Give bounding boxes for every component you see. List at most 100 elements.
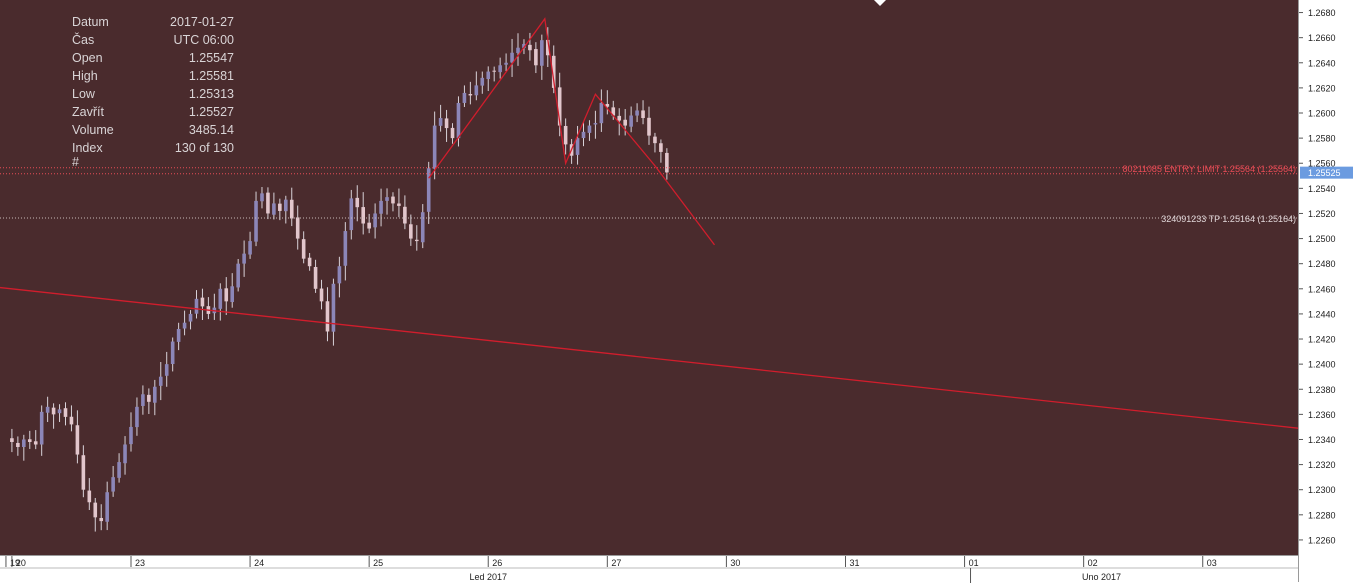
candle-body	[283, 199, 288, 212]
price-chart[interactable]: 80211085 ENTRY LIMIT 1.25564 (1.25564) 32…	[0, 0, 1298, 555]
candle	[462, 85, 467, 108]
candle-body	[432, 125, 437, 169]
candle-body	[438, 118, 443, 126]
candle	[182, 310, 187, 336]
candle	[438, 104, 443, 132]
entry-limit-label: 80211085 ENTRY LIMIT 1.25564 (1.25564)	[1123, 164, 1296, 174]
candle-body	[176, 328, 181, 342]
candle-body	[242, 253, 246, 264]
candle	[283, 195, 288, 224]
candle-body	[188, 313, 193, 322]
candle	[587, 120, 592, 141]
candle-body	[659, 143, 663, 152]
candle	[343, 222, 348, 281]
y-tick-label: 1.2400	[1308, 360, 1336, 370]
candle-body	[510, 52, 514, 63]
candle	[224, 277, 229, 315]
candle-body	[605, 104, 610, 107]
candle-body	[534, 49, 538, 66]
candle	[206, 297, 211, 320]
candle-body	[135, 406, 139, 428]
candle	[397, 188, 401, 218]
candle	[27, 430, 32, 449]
candle-body	[278, 203, 282, 211]
month-label: Led 2017	[469, 572, 507, 582]
candle	[331, 278, 336, 346]
candle-body	[456, 102, 461, 139]
candle-body	[33, 441, 38, 445]
candle	[599, 89, 604, 132]
candle	[623, 109, 627, 136]
candle-body	[629, 115, 633, 127]
candle	[444, 109, 449, 142]
y-tick-label: 1.2520	[1308, 209, 1336, 219]
candle	[545, 27, 550, 68]
y-tick-label: 1.2340	[1308, 435, 1336, 445]
info-key: Volume	[72, 123, 114, 137]
candle-body	[248, 241, 252, 255]
candle	[194, 290, 199, 319]
y-tick-label: 1.2440	[1308, 309, 1336, 319]
current-price-label: 1.25525	[1308, 168, 1341, 178]
candle-body	[27, 439, 32, 442]
time-axis[interactable]: 19 20 23 24 25 26 27 30 31 01 02 03 Led 2017 Uno 2017	[0, 555, 1298, 583]
candle-body	[295, 217, 300, 239]
price-chart-area[interactable]: 80211085 ENTRY LIMIT 1.25564 (1.25564) 32…	[0, 0, 1298, 555]
y-tick-label: 1.2480	[1308, 259, 1336, 269]
candle	[33, 430, 38, 450]
info-value: 1.25313	[188, 87, 234, 101]
candle-body	[272, 203, 276, 215]
candle-body	[301, 239, 306, 259]
candle-body	[39, 411, 44, 445]
candle-body	[623, 119, 627, 126]
candle-body	[528, 44, 532, 51]
candle	[414, 225, 419, 251]
candle	[403, 195, 407, 230]
y-tick-label: 1.2320	[1308, 460, 1336, 470]
candle	[99, 504, 104, 531]
candle-body	[468, 94, 473, 96]
candle-body	[385, 197, 389, 201]
candle	[653, 132, 657, 153]
candle	[617, 108, 622, 136]
candle-body	[403, 206, 407, 224]
candle-body	[69, 416, 74, 425]
info-value: 1.25527	[188, 105, 234, 119]
candle-body	[397, 203, 401, 206]
candle	[665, 148, 669, 180]
x-tick-label: 27	[611, 558, 621, 568]
candle	[141, 385, 145, 415]
candle-body	[111, 477, 115, 492]
candle	[158, 361, 163, 401]
candle-body	[653, 136, 657, 144]
candle-body	[551, 55, 556, 88]
candle	[45, 396, 50, 422]
y-tick-label: 1.2380	[1308, 385, 1336, 395]
y-tick-label: 1.2660	[1308, 33, 1336, 43]
y-tick-label: 1.2680	[1308, 8, 1336, 18]
x-tick-label: 01	[969, 558, 979, 568]
candle	[516, 33, 520, 66]
candle	[242, 240, 246, 277]
price-axis[interactable]: 1.2260 1.2280 1.2300 1.2320 1.2340 1.2360 1.23…	[1298, 0, 1353, 582]
candle	[325, 287, 330, 342]
candle	[272, 192, 276, 220]
candle	[129, 412, 133, 452]
candle-body	[319, 288, 324, 302]
chart-labels-layer: 80211085 ENTRY LIMIT 1.25564 (1.25564) 32…	[1123, 164, 1296, 224]
info-key: Čas	[72, 33, 95, 47]
candle	[289, 187, 294, 227]
x-tick-label: 30	[730, 558, 740, 568]
candle	[367, 213, 371, 234]
candle	[248, 231, 252, 259]
candle-body	[147, 394, 151, 402]
month-label: Uno 2017	[1082, 572, 1121, 582]
info-value: UTC 06:00	[173, 33, 234, 47]
scroll-marker-icon[interactable]	[874, 0, 886, 6]
candle-body	[391, 196, 395, 204]
candle-body	[51, 407, 56, 415]
candle	[450, 123, 455, 144]
candle	[10, 428, 14, 453]
candles-layer	[10, 27, 669, 532]
y-tick-label: 1.2600	[1308, 109, 1336, 119]
